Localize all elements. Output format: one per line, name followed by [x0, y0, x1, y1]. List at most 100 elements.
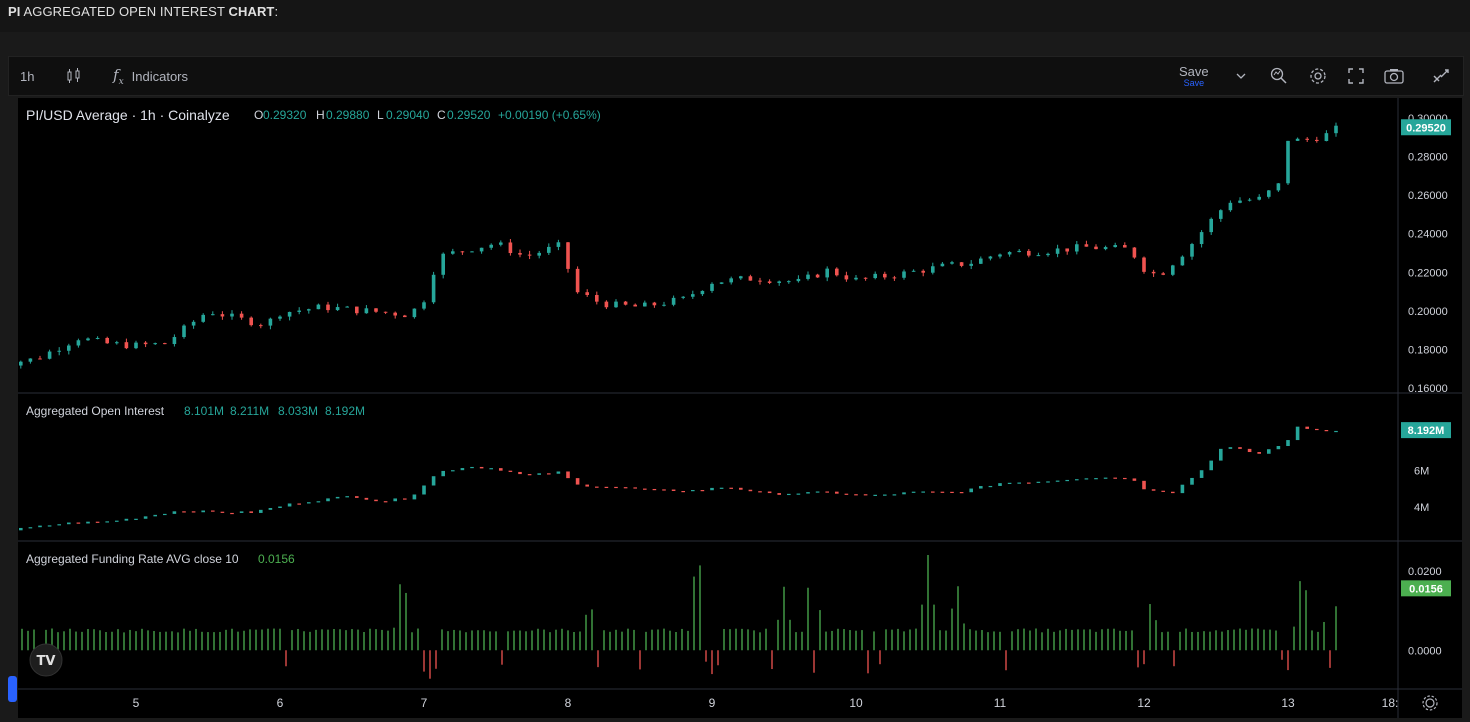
- oi-tick-label: 4M: [1414, 502, 1429, 514]
- oi-candle: [710, 487, 714, 491]
- camera-icon[interactable]: [1383, 57, 1405, 95]
- fullscreen-icon[interactable]: [1347, 57, 1365, 95]
- oi-candle: [201, 510, 205, 513]
- price-candle: [835, 268, 839, 276]
- price-candle: [662, 304, 666, 306]
- oi-open: 8.101M: [184, 404, 224, 418]
- indicators-button[interactable]: fx Indicators: [113, 57, 188, 95]
- price-candle: [710, 283, 714, 291]
- oi-candle: [153, 514, 157, 517]
- oi-candle: [1295, 426, 1300, 441]
- price-candle: [172, 337, 177, 345]
- oi-candle: [1286, 440, 1290, 447]
- price-candle: [931, 266, 935, 273]
- price-candle: [1132, 247, 1137, 258]
- funding-axis[interactable]: 0.0200 0.0000: [1408, 566, 1442, 657]
- price-candle: [220, 314, 225, 317]
- oi-candle: [1065, 479, 1069, 482]
- price-candle: [700, 290, 705, 295]
- oi-candle: [345, 496, 349, 498]
- oi-candle: [38, 525, 42, 528]
- svg-text:8.192M: 8.192M: [1408, 425, 1445, 437]
- left-toolbar-toggle[interactable]: [8, 676, 17, 702]
- chevron-down-icon[interactable]: [1235, 57, 1247, 95]
- oi-candle: [1123, 477, 1127, 480]
- publish-icon[interactable]: [1431, 57, 1451, 95]
- price-candle: [767, 281, 772, 283]
- interval-button[interactable]: 1h: [20, 68, 35, 84]
- oi-candle: [19, 527, 23, 531]
- price-pane-title: PI/USD Average · 1h · Coinalyze: [26, 107, 230, 123]
- price-candle: [1103, 247, 1108, 250]
- price-candle: [1180, 256, 1185, 266]
- svg-text:TV: TV: [37, 654, 56, 669]
- oi-candle: [1094, 478, 1098, 480]
- price-candle: [873, 273, 877, 279]
- price-candle: [451, 251, 455, 254]
- price-candle: [1161, 273, 1165, 275]
- price-candle: [1209, 218, 1213, 233]
- oi-candle: [825, 491, 829, 493]
- oi-candle: [556, 471, 561, 474]
- oi-pane-title: Aggregated Open Interest: [26, 404, 165, 418]
- price-axis[interactable]: 0.300000.280000.260000.240000.220000.200…: [1408, 113, 1448, 395]
- oi-candle: [787, 493, 791, 496]
- oi-candle: [268, 508, 273, 510]
- oi-candle: [835, 491, 839, 494]
- price-candle: [1171, 265, 1175, 275]
- zoom-search-icon[interactable]: [1269, 57, 1289, 95]
- price-candle: [1334, 125, 1338, 134]
- price-candle: [950, 262, 954, 264]
- price-candle: [1142, 257, 1146, 272]
- price-candle: [815, 274, 820, 278]
- oi-candle: [1247, 448, 1252, 453]
- price-candle: [854, 277, 858, 280]
- price-candle: [979, 258, 983, 264]
- oi-candle: [979, 486, 983, 489]
- time-axis[interactable]: 5 6 7 8 9 10 11 12 13 18:: [133, 696, 1399, 710]
- price-candle: [249, 317, 253, 326]
- oi-candle: [575, 478, 580, 485]
- price-candle: [777, 281, 781, 283]
- oi-candle: [1199, 470, 1204, 478]
- oi-candle: [950, 491, 954, 494]
- price-candle: [1276, 183, 1281, 191]
- save-button[interactable]: Save Save: [1179, 63, 1209, 88]
- price-candle: [604, 301, 609, 308]
- oi-candle: [1190, 477, 1194, 485]
- price-candle: [748, 276, 753, 281]
- oi-candle: [1055, 480, 1060, 482]
- ohlc-l-label: L: [377, 108, 384, 122]
- price-candle: [825, 268, 829, 278]
- oi-axis[interactable]: 6M 4M: [1414, 465, 1429, 514]
- chart-canvas[interactable]: PI/USD Average · 1h · Coinalyze O 0.2932…: [18, 98, 1462, 718]
- oi-candle: [441, 470, 445, 477]
- price-candle: [460, 251, 465, 253]
- oi-candle: [767, 491, 772, 494]
- oi-candle: [719, 487, 724, 489]
- oi-candle: [1315, 428, 1319, 431]
- price-candle: [86, 338, 90, 341]
- oi-candle: [854, 494, 858, 496]
- price-candle: [374, 308, 378, 312]
- oi-candle: [76, 522, 81, 524]
- time-tick-label: 5: [133, 696, 140, 710]
- gear-icon[interactable]: [1308, 57, 1328, 95]
- oi-candle: [547, 473, 551, 475]
- oi-candle: [393, 498, 397, 502]
- price-candle: [403, 315, 407, 318]
- candles-icon[interactable]: [65, 57, 83, 95]
- axis-settings-gear-icon[interactable]: [1422, 695, 1438, 711]
- price-candle: [508, 242, 513, 254]
- oi-candle: [1324, 430, 1329, 432]
- price-candle: [47, 351, 52, 359]
- price-candle: [335, 307, 340, 311]
- chart-svg[interactable]: PI/USD Average · 1h · Coinalyze O 0.2932…: [18, 98, 1462, 718]
- tradingview-logo-icon[interactable]: TV: [29, 643, 63, 677]
- price-candle: [422, 302, 426, 309]
- ohlc-l-value: 0.29040: [386, 108, 430, 122]
- time-tick-label: 9: [709, 696, 716, 710]
- oi-candle: [1228, 447, 1233, 449]
- price-candle: [1267, 190, 1271, 197]
- price-candle: [470, 251, 474, 253]
